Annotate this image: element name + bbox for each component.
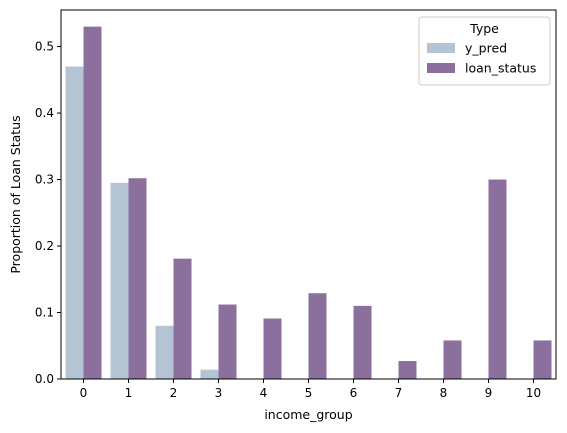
bar-loan_status-9	[488, 179, 507, 379]
y-tick-label: 0.5	[35, 40, 54, 54]
x-tick-label: 10	[526, 386, 541, 400]
y-tick-label: 0.3	[35, 173, 54, 187]
bar-loan_status-1	[128, 178, 147, 379]
bar-loan_status-0	[83, 26, 102, 380]
bar-y_pred-3	[200, 369, 219, 379]
legend-swatch-loan_status	[427, 63, 455, 73]
x-tick-label: 1	[125, 386, 133, 400]
x-axis-label: income_group	[264, 407, 352, 422]
legend: Type y_pred loan_status	[418, 16, 551, 86]
x-tick-label: 8	[440, 386, 448, 400]
x-tick-label: 3	[215, 386, 223, 400]
bar-y_pred-1	[110, 182, 129, 379]
y-axis-label: Proportion of Loan Status	[8, 115, 23, 273]
x-axis-ticks: 0 1 2 3 4 5 6 7 8 9 10	[80, 379, 541, 400]
legend-label-loan_status: loan_status	[465, 61, 536, 76]
x-tick-label: 0	[80, 386, 88, 400]
legend-label-y_pred: y_pred	[465, 41, 507, 56]
x-tick-label: 6	[350, 386, 358, 400]
bar-loan_status-4	[263, 318, 282, 379]
bar-y_pred-2	[155, 325, 174, 379]
x-tick-label: 9	[485, 386, 493, 400]
y-tick-label: 0.2	[35, 239, 54, 253]
bar-loan_status-6	[353, 305, 372, 379]
bar-loan_status-10	[533, 340, 552, 379]
bar-loan_status-8	[443, 340, 462, 379]
bar-loan_status-5	[308, 293, 327, 379]
legend-title: Type	[469, 21, 499, 36]
x-tick-label: 2	[170, 386, 178, 400]
bar-loan_status-3	[218, 304, 237, 379]
x-tick-label: 5	[305, 386, 313, 400]
bar-loan_status-2	[173, 258, 192, 379]
y-tick-label: 0.1	[35, 306, 54, 320]
bar-loan_status-7	[398, 361, 417, 379]
bars-layer	[65, 26, 552, 380]
y-tick-label: 0.0	[35, 372, 54, 386]
legend-swatch-y_pred	[427, 43, 455, 53]
x-tick-label: 7	[395, 386, 403, 400]
x-tick-label: 4	[260, 386, 268, 400]
y-tick-label: 0.4	[35, 106, 54, 120]
y-axis-ticks: 0.0 0.1 0.2 0.3 0.4 0.5	[35, 40, 61, 386]
bar-y_pred-0	[65, 66, 84, 379]
